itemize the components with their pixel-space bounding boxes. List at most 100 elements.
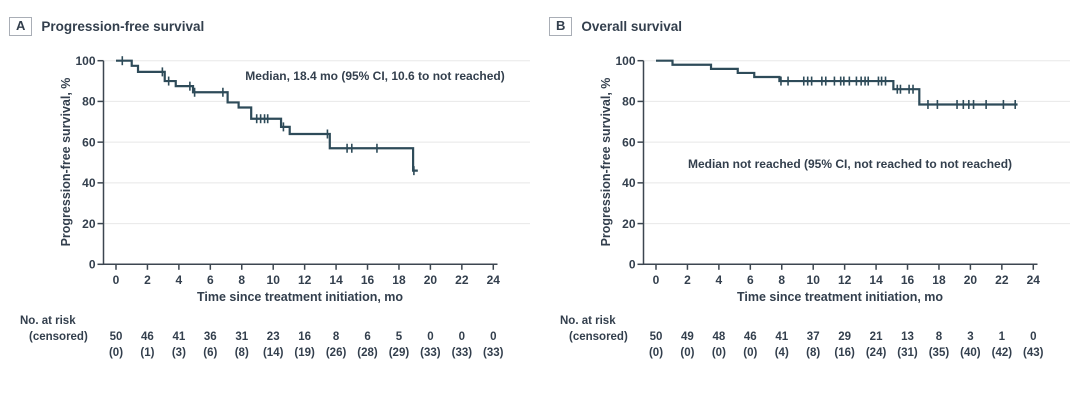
censored-count: (0) (680, 347, 694, 359)
at-risk-count: 46 (141, 331, 154, 343)
censored-count: (1) (140, 347, 154, 359)
at-risk-count: 0 (490, 331, 496, 343)
at-risk-count: 50 (650, 331, 663, 343)
svg-text:4: 4 (716, 273, 723, 287)
at-risk-count: 36 (204, 331, 217, 343)
at-risk-count: 48 (712, 331, 725, 343)
at-risk-count: 31 (235, 331, 248, 343)
at-risk-count: 0 (427, 331, 433, 343)
median-annotation: Median, 18.4 mo (95% CI, 10.6 to not rea… (245, 69, 504, 83)
at-risk-count: 0 (459, 331, 465, 343)
at-risk-count: 49 (681, 331, 694, 343)
at-risk-count: 1 (999, 331, 1006, 343)
median-annotation: Median not reached (95% CI, not reached … (688, 157, 1012, 171)
censored-count: (33) (452, 347, 473, 359)
panel-b-tag: B (549, 17, 573, 36)
svg-text:2: 2 (684, 273, 691, 287)
censored-count: (29) (389, 347, 410, 359)
svg-text:40: 40 (622, 176, 636, 190)
censored-count: (16) (834, 347, 855, 359)
censored-count: (35) (929, 347, 950, 359)
at-risk-count: 5 (396, 331, 403, 343)
svg-text:2: 2 (144, 273, 151, 287)
censored-count: (31) (897, 347, 918, 359)
svg-text:10: 10 (807, 273, 821, 287)
svg-text:60: 60 (622, 135, 636, 149)
censored-count: (43) (1023, 347, 1044, 359)
censored-count: (33) (420, 347, 441, 359)
y-tick-labels: 0 20 40 60 80 100 (615, 54, 635, 272)
svg-text:18: 18 (932, 273, 946, 287)
panel-b-header: B Overall survival (549, 17, 682, 36)
at-risk-count: 50 (110, 331, 123, 343)
svg-text:6: 6 (207, 273, 214, 287)
x-tick-labels: 0 2 4 6 8 10 12 14 16 18 20 22 24 (113, 273, 501, 287)
at-risk-count: 3 (967, 331, 973, 343)
censored-count: (33) (483, 347, 504, 359)
svg-text:10: 10 (267, 273, 281, 287)
censored-count: (4) (775, 347, 789, 359)
km-curve (656, 59, 1018, 106)
at-risk-count: 16 (298, 331, 311, 343)
svg-text:22: 22 (995, 273, 1009, 287)
svg-text:20: 20 (622, 217, 636, 231)
at-risk-count: 37 (807, 331, 820, 343)
at-risk-table: No. at risk(censored) 50(0)46(1)41(3)36(6… (20, 315, 504, 359)
svg-text:0: 0 (113, 273, 120, 287)
y-tick-labels: 0 20 40 60 80 100 (75, 54, 95, 272)
svg-text:40: 40 (82, 176, 96, 190)
at-risk-count: 0 (1030, 331, 1036, 343)
svg-text:16: 16 (901, 273, 915, 287)
at-risk-count: 41 (775, 331, 788, 343)
at-risk-count: 41 (172, 331, 185, 343)
censored-count: (8) (235, 347, 249, 359)
svg-text:12: 12 (298, 273, 312, 287)
censored-count: (0) (712, 347, 726, 359)
svg-text:14: 14 (329, 273, 343, 287)
censored-count: (19) (294, 347, 315, 359)
svg-text:24: 24 (487, 273, 501, 287)
panel-a-tag: A (9, 17, 33, 36)
panel-overall-survival: B Overall survival Progression-free surv… (540, 0, 1080, 400)
svg-text:16: 16 (361, 273, 375, 287)
panel-b-title: Overall survival (581, 19, 682, 34)
svg-text:6: 6 (747, 273, 754, 287)
x-axis-label: Time since treatment initiation, mo (197, 290, 403, 304)
panel-a-title: Progression-free survival (41, 19, 205, 34)
panel-progression-free-survival: A Progression-free survival Progression-… (9, 17, 530, 359)
censored-count: (24) (866, 347, 887, 359)
censored-count: (0) (649, 347, 663, 359)
censored-count: (40) (960, 347, 981, 359)
at-risk-count: 13 (901, 331, 914, 343)
svg-text:60: 60 (82, 135, 96, 149)
at-risk-count: 21 (870, 331, 883, 343)
at-risk-count: 29 (838, 331, 851, 343)
censored-label: (censored) (569, 331, 628, 343)
svg-text:80: 80 (622, 95, 636, 109)
svg-text:22: 22 (455, 273, 469, 287)
svg-text:20: 20 (964, 273, 978, 287)
panel-a-header: A Progression-free survival (9, 17, 204, 36)
at-risk-label: No. at risk (20, 315, 76, 327)
at-risk-table: No. at risk (censored) 50 (0) 49 (0) 48 (0) 46 (0… (560, 315, 1044, 359)
censored-count: (3) (172, 347, 186, 359)
svg-text:0: 0 (89, 258, 96, 272)
svg-text:20: 20 (424, 273, 438, 287)
gridlines (103, 60, 530, 225)
svg-text:24: 24 (1027, 273, 1041, 287)
svg-text:8: 8 (238, 273, 245, 287)
svg-text:100: 100 (75, 54, 95, 68)
at-risk-count: 46 (744, 331, 757, 343)
censored-count: (6) (203, 347, 217, 359)
censored-count: (8) (806, 347, 820, 359)
censored-count: (26) (326, 347, 347, 359)
svg-text:80: 80 (82, 95, 96, 109)
censored-count: (0) (743, 347, 757, 359)
axes (637, 59, 1038, 270)
svg-text:0: 0 (629, 258, 636, 272)
at-risk-count: 8 (936, 331, 943, 343)
svg-text:18: 18 (392, 273, 406, 287)
